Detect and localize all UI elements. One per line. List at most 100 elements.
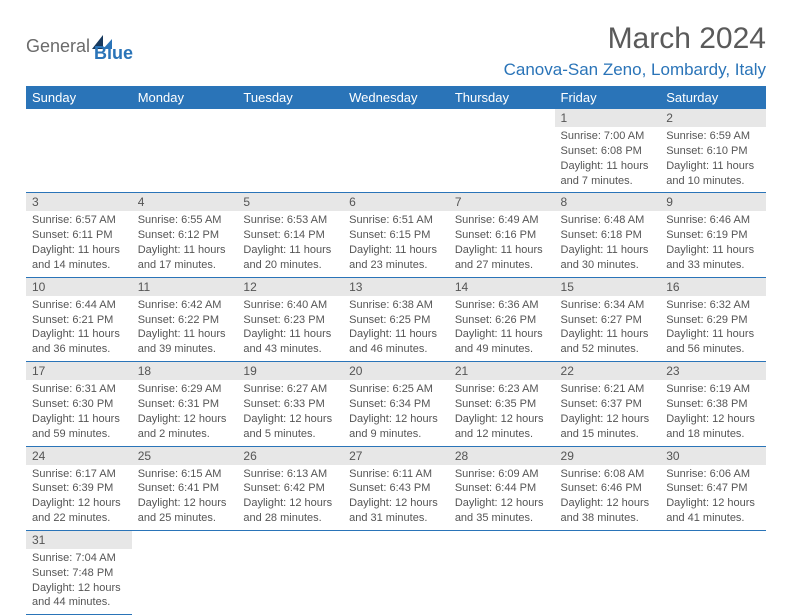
- location-text: Canova-San Zeno, Lombardy, Italy: [504, 60, 766, 80]
- day-number: 27: [343, 447, 449, 465]
- day-number: 5: [237, 193, 343, 211]
- weekday-header: Monday: [132, 86, 238, 109]
- day-number: 4: [132, 193, 238, 211]
- calendar-row: 1Sunrise: 7:00 AMSunset: 6:08 PMDaylight…: [26, 109, 766, 193]
- day-number: 7: [449, 193, 555, 211]
- day-details: Sunrise: 6:11 AMSunset: 6:43 PMDaylight:…: [343, 465, 449, 530]
- logo: General Blue: [26, 22, 133, 64]
- day-details: Sunrise: 6:06 AMSunset: 6:47 PMDaylight:…: [660, 465, 766, 530]
- calendar-row: 31Sunrise: 7:04 AMSunset: 7:48 PMDayligh…: [26, 530, 766, 614]
- day-details: Sunrise: 6:17 AMSunset: 6:39 PMDaylight:…: [26, 465, 132, 530]
- day-number: 16: [660, 278, 766, 296]
- calendar-cell: 23Sunrise: 6:19 AMSunset: 6:38 PMDayligh…: [660, 362, 766, 446]
- calendar-cell: 20Sunrise: 6:25 AMSunset: 6:34 PMDayligh…: [343, 362, 449, 446]
- calendar-cell: 18Sunrise: 6:29 AMSunset: 6:31 PMDayligh…: [132, 362, 238, 446]
- calendar-cell: 27Sunrise: 6:11 AMSunset: 6:43 PMDayligh…: [343, 446, 449, 530]
- calendar-cell: 22Sunrise: 6:21 AMSunset: 6:37 PMDayligh…: [555, 362, 661, 446]
- day-number: 19: [237, 362, 343, 380]
- day-details: Sunrise: 6:21 AMSunset: 6:37 PMDaylight:…: [555, 380, 661, 445]
- day-details: Sunrise: 6:40 AMSunset: 6:23 PMDaylight:…: [237, 296, 343, 361]
- calendar-cell: 2Sunrise: 6:59 AMSunset: 6:10 PMDaylight…: [660, 109, 766, 193]
- calendar-cell: [449, 109, 555, 193]
- day-number: 20: [343, 362, 449, 380]
- day-number: 13: [343, 278, 449, 296]
- calendar-cell: 5Sunrise: 6:53 AMSunset: 6:14 PMDaylight…: [237, 193, 343, 277]
- calendar-cell: 7Sunrise: 6:49 AMSunset: 6:16 PMDaylight…: [449, 193, 555, 277]
- day-number: 15: [555, 278, 661, 296]
- day-details: Sunrise: 6:44 AMSunset: 6:21 PMDaylight:…: [26, 296, 132, 361]
- calendar-cell: 21Sunrise: 6:23 AMSunset: 6:35 PMDayligh…: [449, 362, 555, 446]
- day-details: Sunrise: 6:08 AMSunset: 6:46 PMDaylight:…: [555, 465, 661, 530]
- weekday-header: Wednesday: [343, 86, 449, 109]
- day-number: 1: [555, 109, 661, 127]
- calendar-cell: 3Sunrise: 6:57 AMSunset: 6:11 PMDaylight…: [26, 193, 132, 277]
- day-details: Sunrise: 6:31 AMSunset: 6:30 PMDaylight:…: [26, 380, 132, 445]
- calendar-cell: 31Sunrise: 7:04 AMSunset: 7:48 PMDayligh…: [26, 530, 132, 614]
- day-number: 25: [132, 447, 238, 465]
- calendar-row: 10Sunrise: 6:44 AMSunset: 6:21 PMDayligh…: [26, 277, 766, 361]
- day-number: 26: [237, 447, 343, 465]
- calendar-cell: 10Sunrise: 6:44 AMSunset: 6:21 PMDayligh…: [26, 277, 132, 361]
- calendar-row: 3Sunrise: 6:57 AMSunset: 6:11 PMDaylight…: [26, 193, 766, 277]
- calendar-cell: 28Sunrise: 6:09 AMSunset: 6:44 PMDayligh…: [449, 446, 555, 530]
- day-details: Sunrise: 6:53 AMSunset: 6:14 PMDaylight:…: [237, 211, 343, 276]
- calendar-cell: 29Sunrise: 6:08 AMSunset: 6:46 PMDayligh…: [555, 446, 661, 530]
- weekday-header: Sunday: [26, 86, 132, 109]
- day-details: Sunrise: 7:04 AMSunset: 7:48 PMDaylight:…: [26, 549, 132, 614]
- day-details: Sunrise: 6:48 AMSunset: 6:18 PMDaylight:…: [555, 211, 661, 276]
- day-details: Sunrise: 6:46 AMSunset: 6:19 PMDaylight:…: [660, 211, 766, 276]
- day-details: Sunrise: 6:27 AMSunset: 6:33 PMDaylight:…: [237, 380, 343, 445]
- day-details: Sunrise: 6:51 AMSunset: 6:15 PMDaylight:…: [343, 211, 449, 276]
- calendar-cell: [26, 109, 132, 193]
- calendar-cell: [237, 109, 343, 193]
- day-details: Sunrise: 6:09 AMSunset: 6:44 PMDaylight:…: [449, 465, 555, 530]
- calendar-cell: [449, 530, 555, 614]
- calendar-cell: [237, 530, 343, 614]
- day-number: 18: [132, 362, 238, 380]
- day-number: 11: [132, 278, 238, 296]
- calendar-cell: [555, 530, 661, 614]
- calendar-cell: 26Sunrise: 6:13 AMSunset: 6:42 PMDayligh…: [237, 446, 343, 530]
- calendar-cell: 17Sunrise: 6:31 AMSunset: 6:30 PMDayligh…: [26, 362, 132, 446]
- logo-text-general: General: [26, 37, 90, 55]
- weekday-header: Saturday: [660, 86, 766, 109]
- day-number: 8: [555, 193, 661, 211]
- calendar-cell: 19Sunrise: 6:27 AMSunset: 6:33 PMDayligh…: [237, 362, 343, 446]
- day-number: 23: [660, 362, 766, 380]
- day-details: Sunrise: 6:25 AMSunset: 6:34 PMDaylight:…: [343, 380, 449, 445]
- day-number: 12: [237, 278, 343, 296]
- day-number: 24: [26, 447, 132, 465]
- day-number: 14: [449, 278, 555, 296]
- weekday-header: Friday: [555, 86, 661, 109]
- day-number: 6: [343, 193, 449, 211]
- day-details: Sunrise: 6:15 AMSunset: 6:41 PMDaylight:…: [132, 465, 238, 530]
- calendar-cell: [343, 109, 449, 193]
- title-block: March 2024 Canova-San Zeno, Lombardy, It…: [504, 22, 766, 80]
- calendar-cell: 1Sunrise: 7:00 AMSunset: 6:08 PMDaylight…: [555, 109, 661, 193]
- day-details: Sunrise: 6:42 AMSunset: 6:22 PMDaylight:…: [132, 296, 238, 361]
- calendar-cell: 4Sunrise: 6:55 AMSunset: 6:12 PMDaylight…: [132, 193, 238, 277]
- calendar-cell: 6Sunrise: 6:51 AMSunset: 6:15 PMDaylight…: [343, 193, 449, 277]
- day-details: Sunrise: 6:19 AMSunset: 6:38 PMDaylight:…: [660, 380, 766, 445]
- calendar-body: 1Sunrise: 7:00 AMSunset: 6:08 PMDaylight…: [26, 109, 766, 615]
- calendar-cell: [132, 109, 238, 193]
- calendar-cell: 24Sunrise: 6:17 AMSunset: 6:39 PMDayligh…: [26, 446, 132, 530]
- day-details: Sunrise: 7:00 AMSunset: 6:08 PMDaylight:…: [555, 127, 661, 192]
- day-details: Sunrise: 6:49 AMSunset: 6:16 PMDaylight:…: [449, 211, 555, 276]
- calendar-cell: 15Sunrise: 6:34 AMSunset: 6:27 PMDayligh…: [555, 277, 661, 361]
- calendar-cell: [132, 530, 238, 614]
- calendar-cell: 8Sunrise: 6:48 AMSunset: 6:18 PMDaylight…: [555, 193, 661, 277]
- header: General Blue March 2024 Canova-San Zeno,…: [26, 22, 766, 80]
- day-details: Sunrise: 6:57 AMSunset: 6:11 PMDaylight:…: [26, 211, 132, 276]
- calendar-cell: 16Sunrise: 6:32 AMSunset: 6:29 PMDayligh…: [660, 277, 766, 361]
- day-details: Sunrise: 6:55 AMSunset: 6:12 PMDaylight:…: [132, 211, 238, 276]
- day-details: Sunrise: 6:38 AMSunset: 6:25 PMDaylight:…: [343, 296, 449, 361]
- day-number: 21: [449, 362, 555, 380]
- calendar-cell: 25Sunrise: 6:15 AMSunset: 6:41 PMDayligh…: [132, 446, 238, 530]
- day-number: 30: [660, 447, 766, 465]
- weekday-header: Thursday: [449, 86, 555, 109]
- calendar-cell: 13Sunrise: 6:38 AMSunset: 6:25 PMDayligh…: [343, 277, 449, 361]
- day-details: Sunrise: 6:36 AMSunset: 6:26 PMDaylight:…: [449, 296, 555, 361]
- calendar-cell: [660, 530, 766, 614]
- weekday-header: Tuesday: [237, 86, 343, 109]
